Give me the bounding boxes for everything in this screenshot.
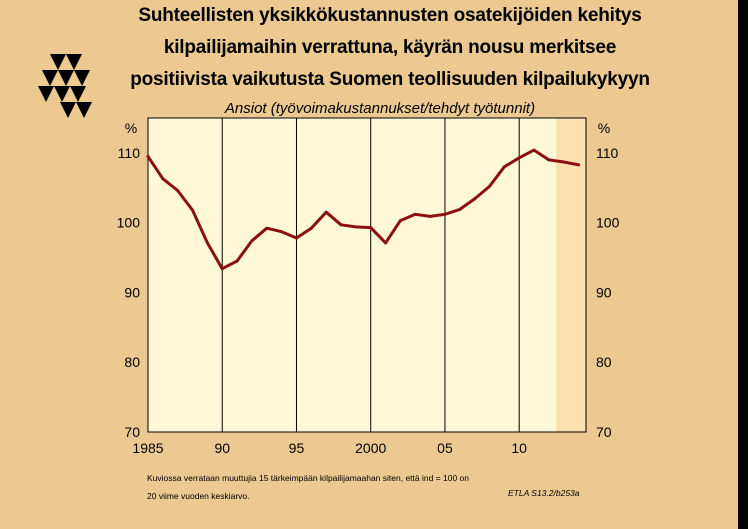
data-point-1998 — [339, 223, 343, 227]
data-point-2000 — [369, 226, 373, 229]
footnote-line-1: Kuviossa verrataan muuttujia 15 tärkeimp… — [147, 473, 470, 483]
y-tick-label-left: 80 — [124, 354, 140, 370]
data-point-1985 — [146, 154, 150, 158]
title-line-2: kilpailijamaihin verrattuna, käyrän nous… — [163, 37, 617, 58]
data-point-1989 — [205, 241, 209, 245]
x-tick-label: 1985 — [132, 440, 163, 456]
y-tick-label-right: 70 — [596, 424, 612, 440]
y-axis-unit-right: % — [598, 120, 610, 136]
x-tick-label: 2000 — [355, 440, 386, 456]
footnote: Kuviossa verrataan muuttujia 15 tärkeimp… — [147, 469, 547, 505]
data-point-1996 — [309, 226, 313, 230]
y-tick-label-right: 80 — [596, 354, 612, 370]
x-tick-label: 95 — [289, 440, 305, 456]
series-line — [146, 148, 581, 271]
data-point-1999 — [354, 225, 358, 229]
title-line-3: positiivista vaikutusta Suomen teollisuu… — [130, 69, 650, 90]
data-point-1997 — [324, 210, 328, 214]
data-point-1987 — [176, 189, 180, 192]
title-line-1: Suhteellisten yksikkökustannusten osatek… — [138, 5, 642, 26]
line-chart: 70 80 90 100 110 70 80 90 100 110 1985 90 95 2000 05… — [117, 117, 620, 456]
data-point-2005 — [443, 212, 447, 216]
data-point-1992 — [250, 239, 254, 243]
data-point-2003 — [413, 212, 417, 216]
forecast-area — [556, 118, 586, 432]
data-point-2006 — [458, 208, 462, 211]
y-tick-label-right: 110 — [596, 145, 619, 161]
data-point-2004 — [428, 214, 432, 218]
source-reference: ETLA S13.2/b253a — [508, 488, 580, 498]
data-point-2007 — [473, 197, 477, 201]
data-point-2011 — [532, 148, 536, 152]
y-tick-label-left: 100 — [117, 215, 141, 231]
plot-area — [148, 118, 586, 432]
footnote-line-2: 20 viime vuoden keskiarvo. — [147, 491, 250, 501]
y-axis-right: 70 80 90 100 110 — [596, 145, 620, 440]
y-tick-label-left: 110 — [118, 145, 141, 161]
data-point-1986 — [161, 177, 165, 181]
data-point-2008 — [488, 184, 491, 188]
x-tick-label: 10 — [511, 440, 527, 456]
data-point-2009 — [502, 165, 506, 169]
y-tick-label-right: 90 — [596, 284, 612, 300]
x-tick-label: 90 — [214, 440, 230, 456]
y-tick-label-left: 70 — [124, 424, 140, 440]
data-point-1994 — [280, 230, 284, 234]
data-point-2001 — [384, 241, 387, 245]
chart-subtitle: Ansiot (työvoimakustannukset/tehdyt työt… — [224, 100, 536, 117]
data-point-1993 — [265, 226, 269, 230]
data-point-1988 — [191, 208, 194, 212]
y-axis-unit-left: % — [125, 120, 137, 136]
data-point-1991 — [235, 259, 239, 263]
y-axis-left: 70 80 90 100 110 — [117, 145, 141, 440]
data-point-2013 — [562, 160, 566, 164]
y-tick-label-left: 90 — [124, 284, 140, 300]
data-points — [146, 148, 580, 271]
data-point-1995 — [295, 236, 298, 240]
etla-logo-icon — [38, 54, 92, 118]
y-tick-label-right: 100 — [596, 215, 620, 231]
x-tick-label: 05 — [437, 440, 453, 456]
plot-border — [147, 117, 587, 433]
data-point-1990 — [220, 267, 224, 271]
data-point-2002 — [399, 219, 402, 222]
data-point-2012 — [547, 158, 551, 162]
data-point-2014 — [577, 163, 580, 167]
data-point-2010 — [517, 156, 521, 160]
x-axis: 1985 90 95 2000 05 10 — [132, 440, 527, 456]
